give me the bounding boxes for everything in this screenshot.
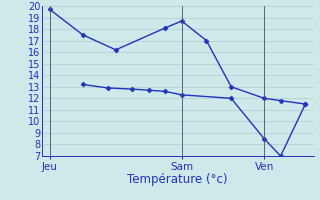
X-axis label: Température (°c): Température (°c): [127, 173, 228, 186]
